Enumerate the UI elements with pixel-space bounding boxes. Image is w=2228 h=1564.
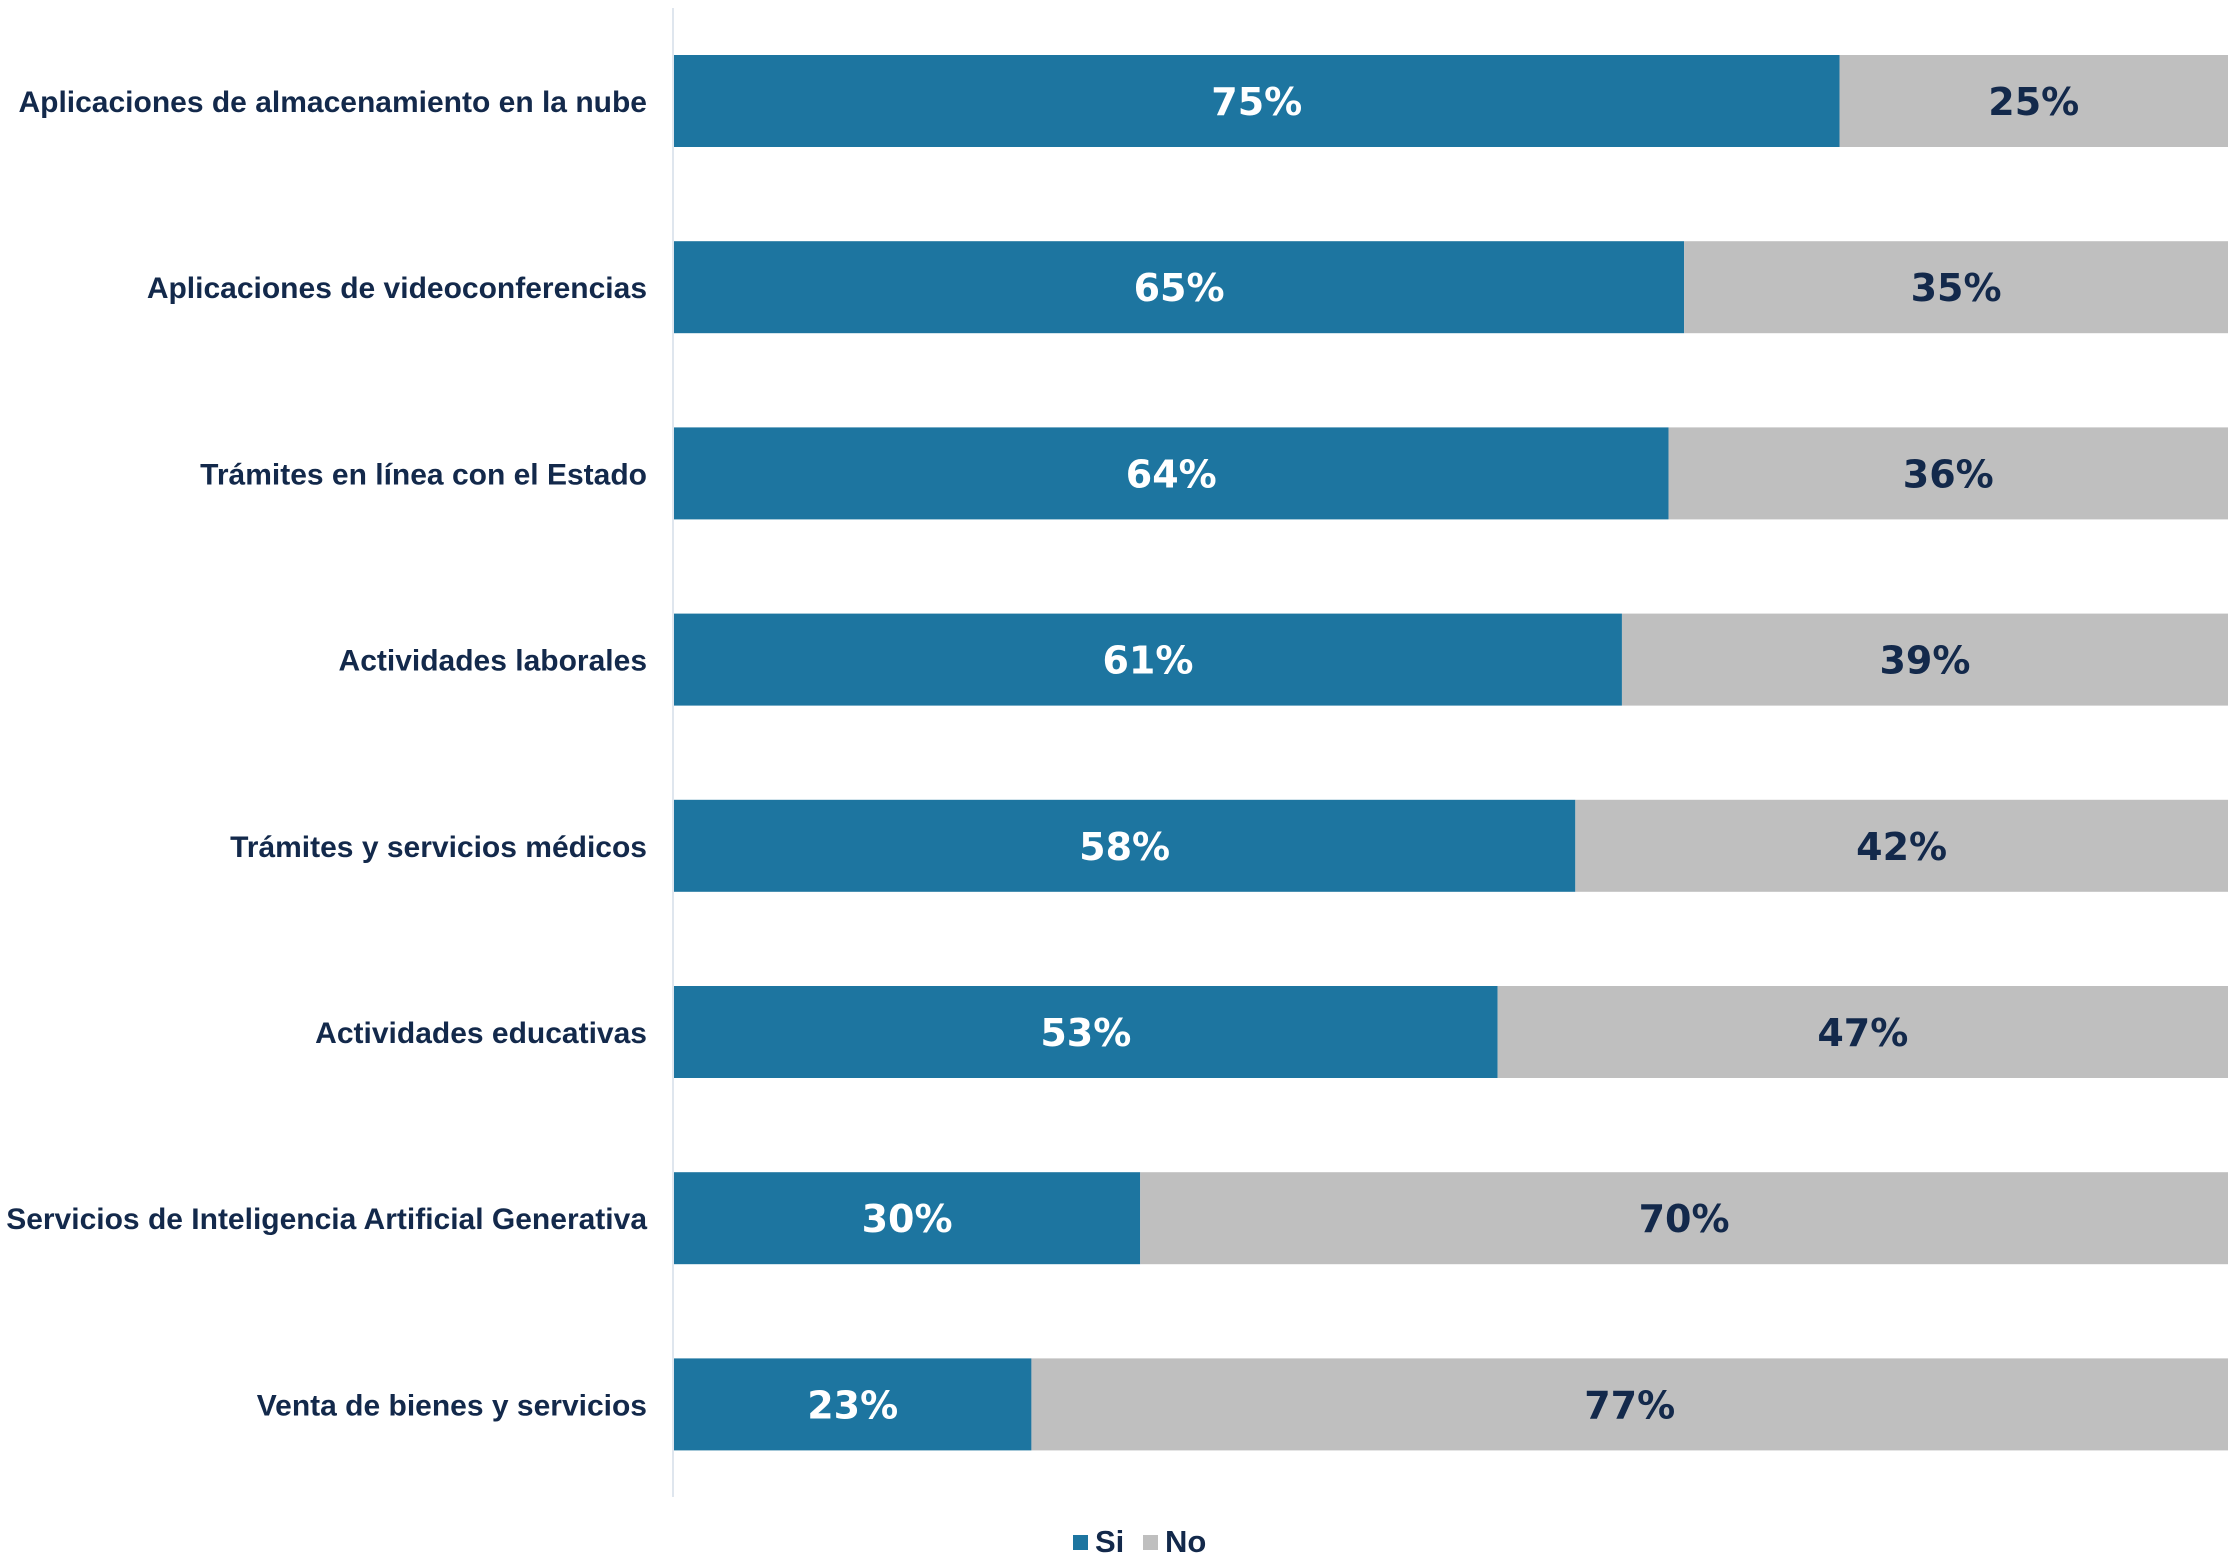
bar-si bbox=[674, 241, 1685, 334]
bar-si bbox=[674, 1358, 1032, 1451]
legend-swatch-no bbox=[1143, 1535, 1158, 1550]
data-label-si: 65% bbox=[1134, 266, 1225, 310]
bar-si bbox=[674, 55, 1840, 147]
data-label-si: 64% bbox=[1126, 452, 1217, 496]
data-label-no: 39% bbox=[1879, 639, 1970, 683]
category-label: Actividades laborales bbox=[339, 645, 647, 678]
data-label-no: 47% bbox=[1817, 1011, 1908, 1055]
bar-no bbox=[1575, 799, 2228, 892]
category-labels: Aplicaciones de almacenamiento en la nub… bbox=[6, 86, 647, 1422]
legend-label-si: Si bbox=[1095, 1524, 1124, 1559]
data-label-si: 75% bbox=[1211, 80, 1302, 124]
bar-no bbox=[1031, 1358, 2228, 1451]
category-label: Actividades educativas bbox=[315, 1017, 647, 1050]
data-label-no: 77% bbox=[1584, 1383, 1675, 1427]
data-label-si: 23% bbox=[807, 1383, 898, 1427]
data-label-no: 36% bbox=[1903, 452, 1994, 496]
bar-si bbox=[674, 799, 1576, 892]
bar-no bbox=[1839, 55, 2228, 147]
category-label: Trámites y servicios médicos bbox=[230, 831, 647, 864]
bar-si bbox=[674, 427, 1669, 520]
data-label-no: 42% bbox=[1856, 825, 1947, 869]
bar-no bbox=[1140, 1172, 2228, 1265]
legend-swatch-si bbox=[1073, 1535, 1088, 1550]
data-label-no: 70% bbox=[1639, 1197, 1730, 1241]
bar-no bbox=[1684, 241, 2228, 334]
data-label-si: 30% bbox=[862, 1197, 953, 1241]
data-label-no: 25% bbox=[1988, 80, 2079, 124]
category-label: Aplicaciones de almacenamiento en la nub… bbox=[18, 86, 647, 119]
legend-label-no: No bbox=[1165, 1524, 1206, 1559]
data-label-si: 53% bbox=[1040, 1011, 1131, 1055]
legend: Si No bbox=[1073, 1524, 1206, 1559]
bar-no bbox=[1497, 986, 2228, 1078]
bar-si bbox=[674, 613, 1622, 706]
category-label: Aplicaciones de videoconferencias bbox=[147, 272, 647, 305]
data-label-si: 61% bbox=[1102, 639, 1193, 683]
category-label: Trámites en línea con el Estado bbox=[200, 458, 647, 491]
bar-si bbox=[674, 1172, 1141, 1265]
bars bbox=[674, 55, 2228, 1451]
bar-no bbox=[1668, 427, 2228, 520]
data-label-no: 35% bbox=[1911, 266, 2002, 310]
category-label: Venta de bienes y servicios bbox=[257, 1389, 647, 1422]
data-labels: 75% 25% 65% 35% 64% 36% 61% 39% 58% 42% 53% 47% 30% 7… bbox=[807, 80, 2079, 1427]
category-label: Servicios de Inteligencia Artificial Gen… bbox=[6, 1203, 647, 1236]
bar-no bbox=[1621, 613, 2228, 706]
bar-si bbox=[674, 986, 1498, 1078]
data-label-si: 58% bbox=[1079, 825, 1170, 869]
